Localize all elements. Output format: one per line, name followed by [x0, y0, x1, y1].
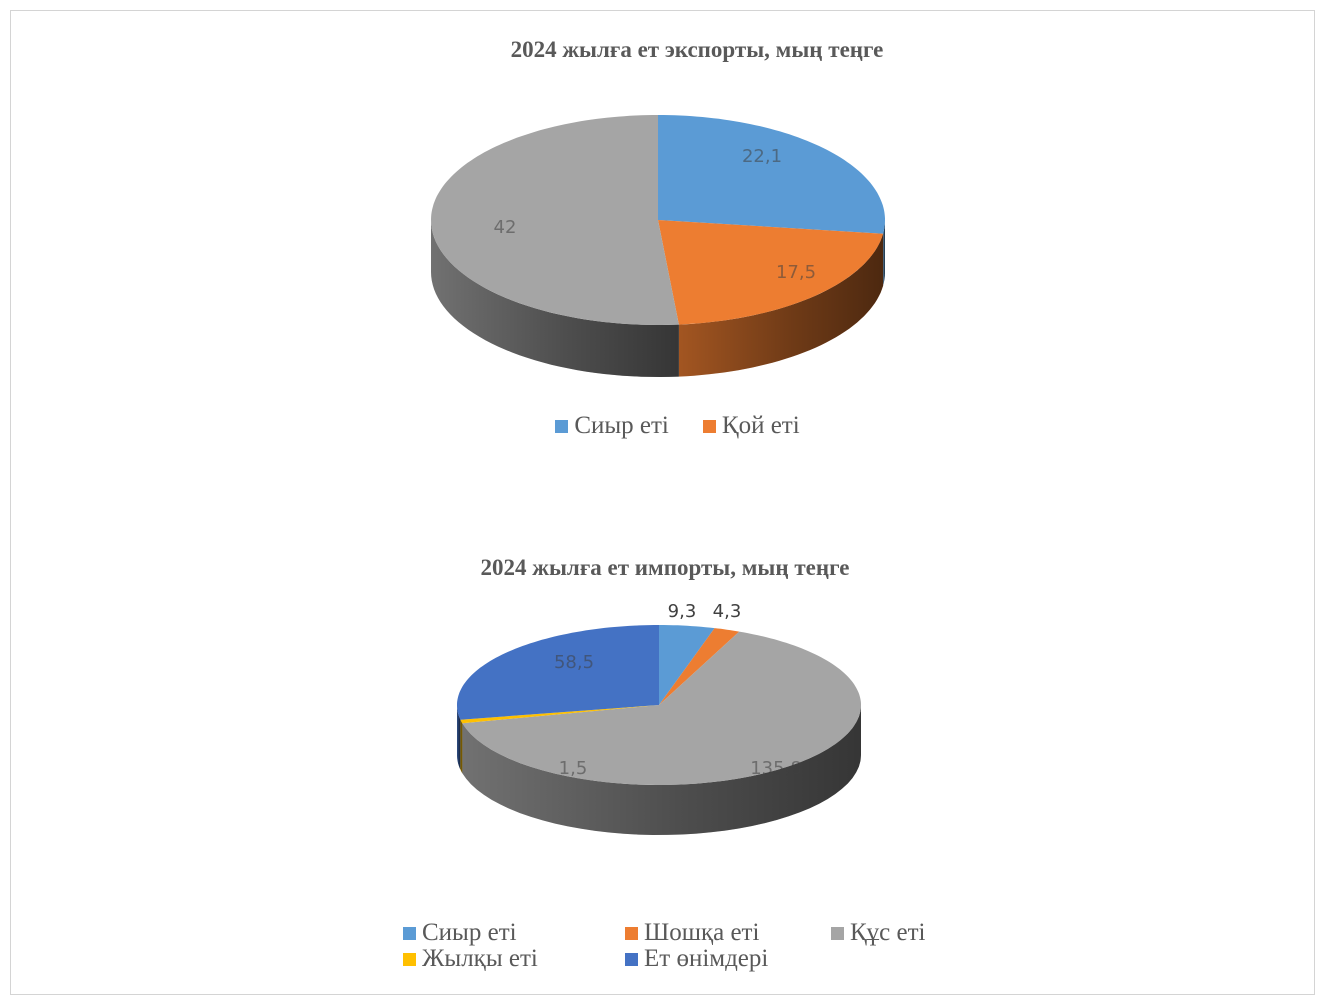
legend-label: Құс еті — [850, 919, 926, 946]
export-legend: Сиыр еті Қой еті — [0, 413, 1325, 439]
slice-pork — [659, 628, 740, 705]
slice-mutton-side-shade — [678, 233, 884, 377]
data-label: 42 — [494, 217, 517, 238]
legend-swatch — [625, 926, 638, 940]
export-pie: 22,1 17,5 42 — [431, 115, 885, 377]
data-label: 9,3 — [668, 601, 697, 622]
data-label: 58,5 — [554, 652, 594, 673]
import-chart-title: 2024 жылға ет импорты, мың теңге — [481, 555, 850, 580]
legend-swatch — [831, 926, 844, 940]
slice-beef — [659, 625, 715, 705]
import-legend: Сиыр еті Шошқа еті Құс еті Жылқы еті Ет … — [0, 920, 1325, 972]
legend-entry-poultry: Құс еті — [831, 920, 926, 946]
legend-swatch — [403, 952, 416, 966]
legend-entry-meat-products: Ет өнімдері — [625, 946, 768, 972]
pie-side — [457, 705, 861, 835]
slice-mutton — [658, 220, 884, 325]
legend-swatch — [555, 419, 569, 433]
legend-entry-pork: Шошқа еті — [625, 920, 797, 946]
pie-side — [431, 220, 885, 377]
import-pie: 9,3 4,3 135,8 1,5 58,5 — [457, 601, 861, 835]
legend-label: Қой еті — [721, 412, 800, 439]
data-label: 1,5 — [559, 758, 588, 779]
legend-label: Ет өнімдері — [644, 945, 769, 972]
legend-entry-beef: Сиыр еті — [555, 413, 669, 439]
legend-label: Жылқы еті — [422, 945, 538, 972]
data-label: 22,1 — [742, 146, 782, 167]
legend-label: Шошқа еті — [644, 919, 760, 946]
legend-entry-horse: Жылқы еті — [403, 946, 591, 972]
slice-other — [431, 115, 679, 325]
legend-label: Сиыр еті — [422, 919, 517, 946]
data-label: 135,8 — [750, 758, 802, 779]
legend-swatch — [403, 926, 416, 940]
slice-meat-products-side-shade — [457, 705, 461, 770]
legend-swatch — [625, 952, 638, 966]
slice-beef-side-shade — [883, 220, 885, 286]
slice-horse-side-shade — [460, 719, 463, 774]
slice-other-side-shade — [431, 220, 679, 377]
slice-poultry-side-shade — [462, 705, 861, 835]
data-label: 4,3 — [713, 601, 742, 622]
slice-beef — [658, 115, 885, 234]
data-label: 17,5 — [776, 262, 816, 283]
legend-label: Сиыр еті — [574, 412, 669, 439]
legend-swatch — [702, 419, 716, 433]
slice-horse — [460, 705, 659, 724]
slice-meat-products — [457, 625, 659, 720]
slice-poultry — [462, 631, 861, 785]
legend-entry-beef: Сиыр еті — [403, 920, 591, 946]
legend-entry-mutton: Қой еті — [702, 412, 800, 439]
export-chart-title: 2024 жылға ет экспорты, мың теңге — [511, 37, 884, 62]
